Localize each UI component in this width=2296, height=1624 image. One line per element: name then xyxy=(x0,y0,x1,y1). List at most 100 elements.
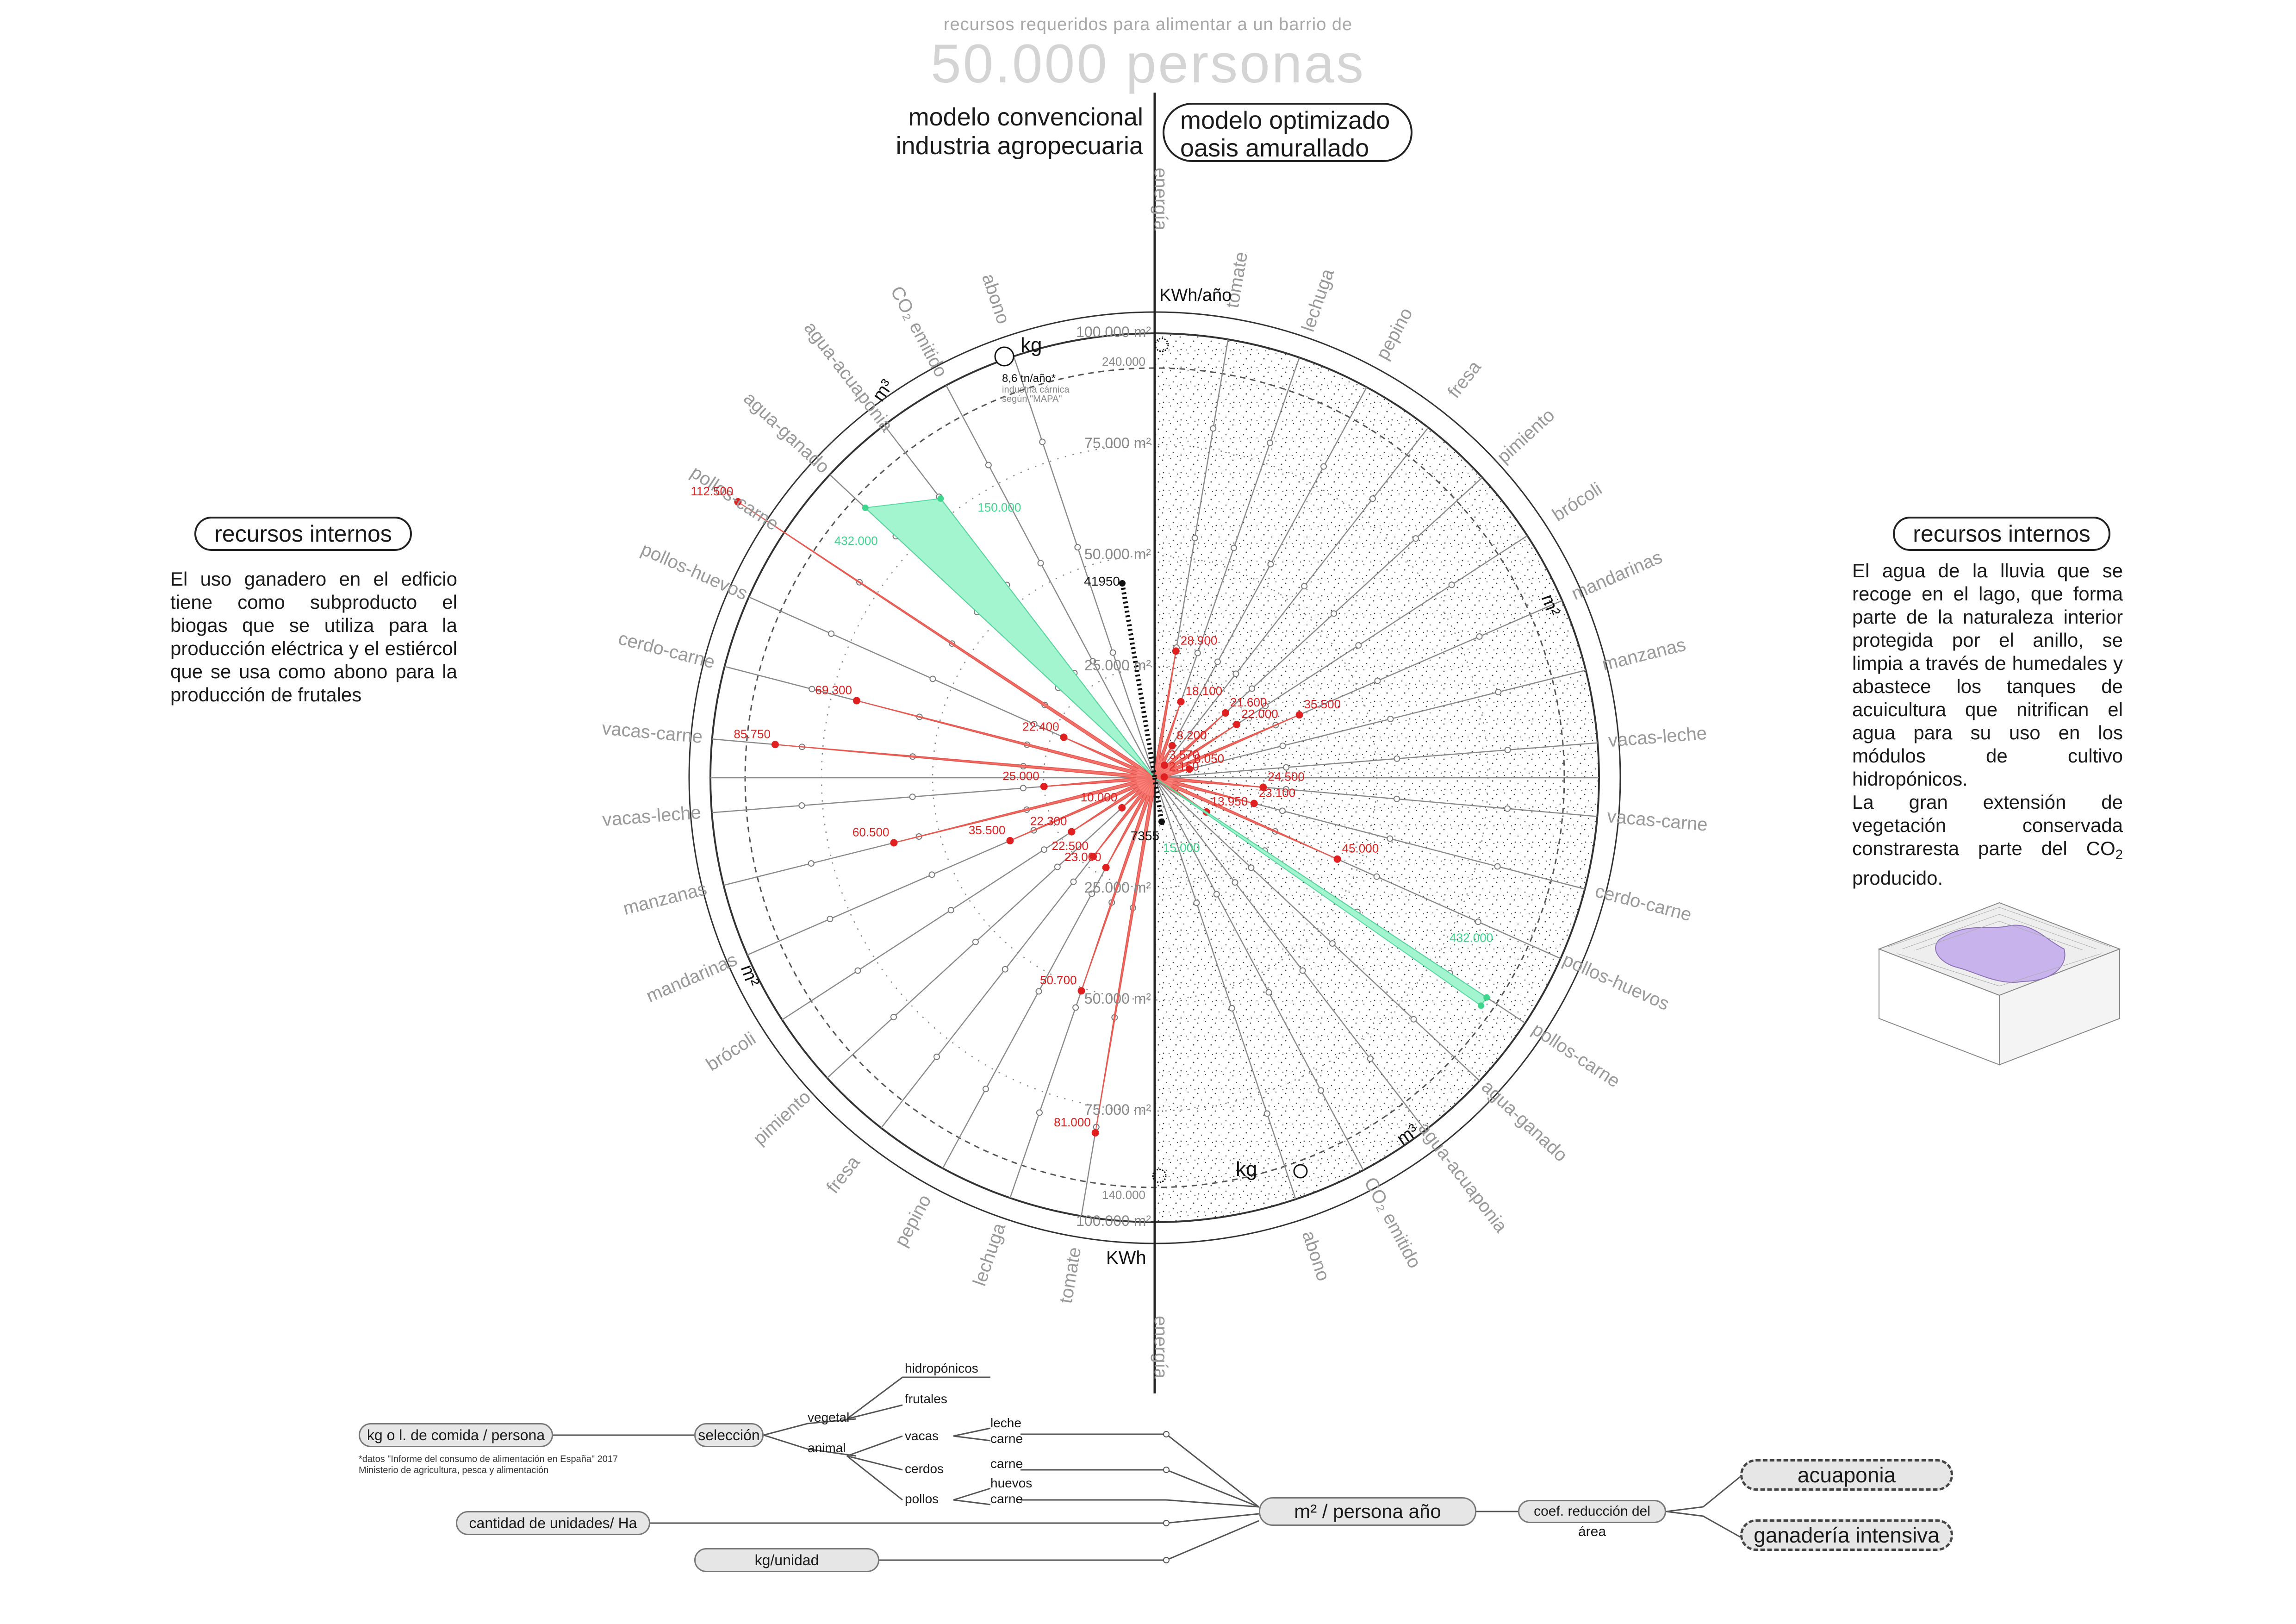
axis-tick-dot xyxy=(972,938,979,945)
energy-bar-left xyxy=(1120,583,1157,778)
axis-tick-dot xyxy=(1213,891,1220,898)
right-area-polygon-value-label: 8.200 xyxy=(1177,728,1207,742)
energy-marker-top xyxy=(1154,337,1169,352)
right-model-line1: modelo optimizado xyxy=(1180,106,1390,134)
axis-tick-dot xyxy=(1320,463,1327,470)
flow-label-carne-pollos: carne xyxy=(990,1492,1023,1506)
right-area-polygon-point xyxy=(1161,761,1169,769)
axis-tick-dot xyxy=(854,967,861,974)
flow-label-frutales: frutales xyxy=(905,1392,947,1406)
axis-tick-dot xyxy=(1232,879,1238,886)
right-area-polygon-value-label: 45.000 xyxy=(1342,842,1379,856)
energy-bar-right-end xyxy=(1158,818,1165,825)
right-water-wedge-point-a xyxy=(1483,994,1490,1001)
left-model-label: modelo convencional industria agropecuar… xyxy=(787,103,1143,160)
left-area-polygon-value-label: 10.000 xyxy=(1081,790,1118,804)
axis-tick-dot xyxy=(1020,785,1027,792)
axis-tick-dot xyxy=(909,793,916,800)
axis-tick-dot xyxy=(1232,670,1239,677)
left-water-wedge-point-a xyxy=(862,504,869,511)
right-area-polygon-point xyxy=(1221,709,1229,717)
co2-note-2: industria cárnica xyxy=(1002,385,1070,395)
axis-tick-dot xyxy=(798,802,805,809)
left-panel-text: El uso ganadero en el edficio tiene como… xyxy=(170,568,457,706)
axis-tick-dot xyxy=(1109,649,1116,656)
energy-right-value: 7355 xyxy=(1131,829,1159,843)
left-area-polygon-value-label: 112.500 xyxy=(691,484,733,498)
header-subtitle: recursos requeridos para alimentar a un … xyxy=(943,15,1353,34)
right-area-polygon-point xyxy=(1250,800,1258,807)
left-area-polygon-value-label: 60.500 xyxy=(852,825,890,839)
axis-tick-dot xyxy=(1267,439,1274,446)
ring-label-bottom: 25.000 m² xyxy=(1084,879,1151,896)
energy-tick-top: 240.000 xyxy=(1102,355,1145,369)
axis-tick-dot xyxy=(1410,1016,1417,1023)
flow-node-selection: selección xyxy=(694,1423,764,1447)
flow-label-vegetal: vegetal xyxy=(808,1410,850,1424)
left-area-polygon-value-label: 25.000 xyxy=(1002,769,1039,783)
axis-tick-dot xyxy=(1504,746,1511,753)
ring-label-bottom: 50.000 m² xyxy=(1084,990,1151,1007)
axis-tick-dot xyxy=(809,686,815,693)
left-area-polygon-point xyxy=(852,697,860,705)
axis-tick-dot xyxy=(1074,544,1081,551)
axis-tick-dot xyxy=(1475,918,1481,925)
right-model-line2: oasis amurallado xyxy=(1180,134,1369,162)
axis-tick-dot xyxy=(1262,702,1269,709)
left-area-polygon-point xyxy=(1091,1129,1099,1137)
energy-marker-bottom xyxy=(1152,1168,1167,1183)
right-area-polygon-point xyxy=(1172,647,1180,655)
axis-tick-dot xyxy=(1329,940,1336,947)
radar-axis xyxy=(1154,777,1426,1131)
axis-tick-dot xyxy=(1282,786,1289,793)
axis-tick-dot xyxy=(1387,835,1394,842)
axis-tick-dot xyxy=(1476,633,1483,640)
axis-tick-dot xyxy=(985,462,992,468)
flow-note-line1: *datos "Informe del consumo de alimentac… xyxy=(359,1454,618,1464)
axis-tick-dot xyxy=(947,906,954,913)
axis-tick-dot xyxy=(1494,863,1501,870)
axis-tick-dot xyxy=(1035,988,1042,995)
radar-axis xyxy=(1154,387,1368,778)
flow-label-cerdos: cerdos xyxy=(905,1462,944,1476)
left-area-polygon-point xyxy=(1006,837,1014,844)
co2-marker-top xyxy=(994,346,1014,367)
left-area-polygon-value-label: 69.300 xyxy=(815,683,852,697)
right-area-polygon-value-label: 2.150 xyxy=(1169,759,1199,773)
axis-tick-dot xyxy=(1279,743,1286,750)
ring-label-top: 50.000 m² xyxy=(1084,546,1151,562)
right-water-label-2: 15.000 xyxy=(1163,841,1200,855)
right-water-wedge xyxy=(1154,777,1487,1006)
right-area-polygon-value-label: 21.600 xyxy=(1230,695,1267,709)
right-area-polygon-point xyxy=(1168,742,1176,750)
flow-label-leche: leche xyxy=(990,1416,1021,1430)
flow-node-food-per-person: kg o l. de comida / persona xyxy=(359,1423,553,1447)
axis-tick-dot xyxy=(1495,688,1502,695)
axis-tick-dot xyxy=(1194,650,1201,656)
radar-axis xyxy=(946,385,1156,778)
left-area-polygon-point xyxy=(1102,864,1110,872)
ring-label-top: 25.000 m² xyxy=(1084,657,1151,674)
ring-label-top: 100.000 m² xyxy=(1076,324,1151,340)
axis-tick-dot xyxy=(1248,864,1255,871)
left-water-wedge-point-b xyxy=(937,495,944,502)
left-panel-title: recursos internos xyxy=(194,517,412,551)
right-panel-text2b: 2 xyxy=(2115,847,2123,862)
axis-tick-dot xyxy=(1089,890,1095,897)
left-area-polygon-point xyxy=(1068,828,1076,836)
right-area-polygon-value-label: 24.500 xyxy=(1268,769,1305,783)
left-area-polygon-point xyxy=(771,741,779,749)
axis-tick-dot xyxy=(1036,1109,1043,1116)
right-water-label-1: 432.000 xyxy=(1450,931,1493,945)
axis-tick-dot xyxy=(1355,642,1362,649)
ring-label-bottom: 75.000 m² xyxy=(1084,1101,1151,1118)
right-area-polygon-point xyxy=(1333,855,1341,863)
right-area-polygon-value-label: 23.100 xyxy=(1259,786,1296,800)
radar-axis xyxy=(1154,777,1364,1171)
axis-tick-dot xyxy=(1374,677,1381,684)
flow-node-kg-per-unit: kg/unidad xyxy=(694,1548,879,1572)
left-area-polygon-point xyxy=(1077,987,1085,995)
right-area-polygon-point xyxy=(1185,765,1193,773)
